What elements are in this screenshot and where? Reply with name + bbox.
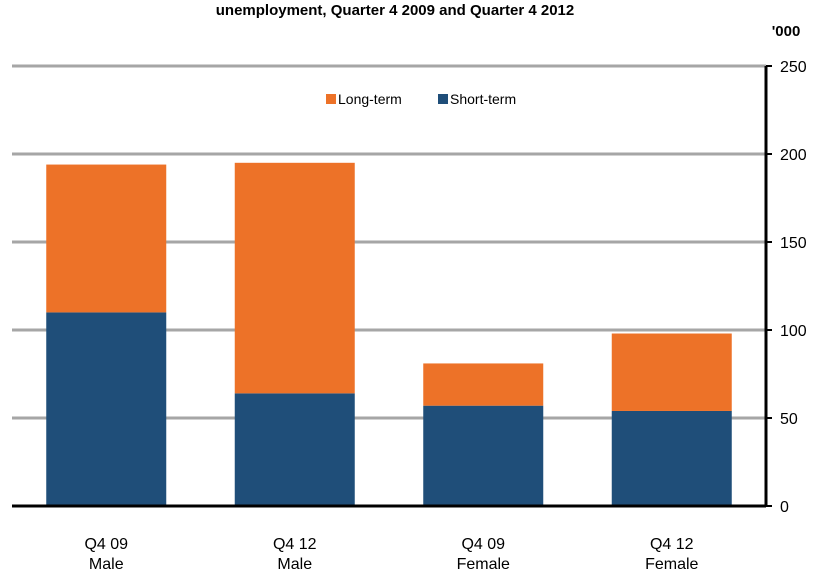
legend: Long-term Short-term bbox=[326, 91, 516, 107]
chart-title: unemployment, Quarter 4 2009 and Quarter… bbox=[215, 2, 575, 19]
x-tick-label: Q4 12 bbox=[273, 536, 317, 553]
bar-segment-short-term bbox=[46, 312, 167, 506]
bar-segment-short-term bbox=[234, 393, 355, 506]
x-tick-label: Male bbox=[277, 556, 312, 572]
legend-swatch bbox=[438, 94, 448, 104]
legend-label: Long-term bbox=[338, 91, 402, 107]
x-tick-label: Male bbox=[89, 556, 124, 572]
x-tick-label: Female bbox=[645, 556, 698, 572]
y-tick-label: 0 bbox=[780, 499, 789, 516]
x-tick-label: Q4 12 bbox=[650, 536, 694, 553]
x-tick-label: Q4 09 bbox=[84, 536, 128, 553]
bar-segment-long-term bbox=[611, 333, 732, 411]
bars bbox=[46, 162, 732, 506]
legend-label: Short-term bbox=[450, 91, 516, 107]
y-tick-label: 250 bbox=[780, 59, 807, 76]
legend-swatch bbox=[326, 94, 336, 104]
axes bbox=[12, 65, 772, 508]
bar-segment-long-term bbox=[234, 162, 355, 394]
x-tick-labels: Q4 09 Male Q4 12 Male Q4 09 Female Q4 12 Female bbox=[84, 536, 698, 572]
y-axis-unit-label: '000 bbox=[772, 23, 801, 40]
y-tick-label: 200 bbox=[780, 147, 807, 164]
y-tick-labels: 0 50 100 150 200 250 bbox=[780, 59, 807, 516]
x-tick-label: Q4 09 bbox=[461, 536, 505, 553]
x-tick-label: Female bbox=[457, 556, 510, 572]
bar-segment-long-term bbox=[46, 164, 167, 313]
y-tick-label: 100 bbox=[780, 323, 807, 340]
y-tick-label: 150 bbox=[780, 235, 807, 252]
y-tick-label: 50 bbox=[780, 411, 798, 428]
bar-segment-long-term bbox=[423, 363, 544, 406]
bar-segment-short-term bbox=[611, 410, 732, 506]
bar-segment-short-term bbox=[423, 405, 544, 506]
